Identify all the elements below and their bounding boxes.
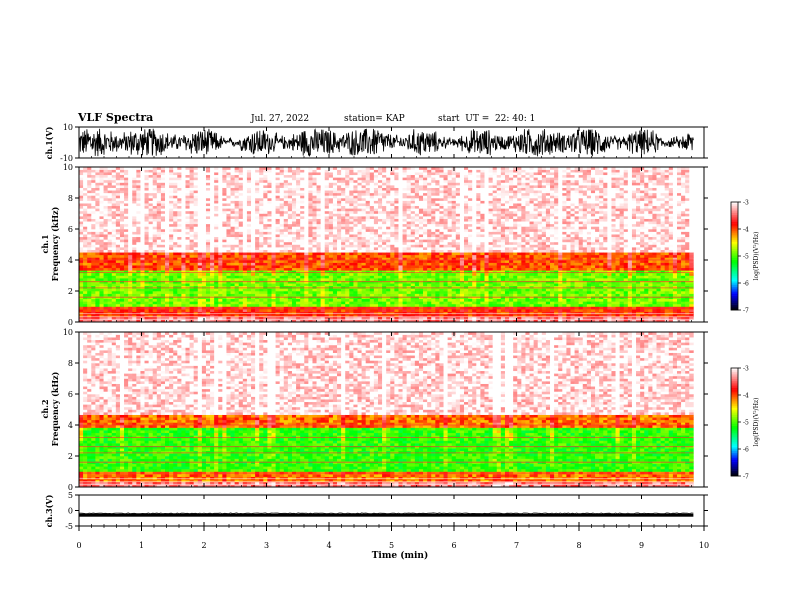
- time-tick-label: 9: [639, 541, 644, 550]
- colorbar-tick-label: -3: [743, 366, 749, 373]
- colorbar-tick-label: -4: [743, 227, 749, 234]
- waveform-line: [78, 128, 694, 157]
- ch1-waveform-ytick-label: -10: [60, 154, 73, 163]
- ch1-spectrogram-ylabel-ch: ch.1: [40, 234, 50, 253]
- ch1-waveform-ytick-label: 10: [63, 123, 73, 132]
- ch2-spectrogram-ytick-label: 0: [68, 483, 73, 492]
- ch1-spectrogram-ytick-label: 8: [68, 194, 73, 203]
- time-tick-label: 6: [451, 541, 456, 550]
- figure-station: station= KAP: [344, 114, 405, 124]
- colorbar-tick-label: -6: [743, 281, 749, 288]
- time-tick-label: 8: [576, 541, 581, 550]
- colorbar-tick-label: -7: [743, 308, 749, 315]
- ch1-spectrogram-ytick-label: 4: [68, 256, 73, 265]
- colorbar-label: log(PSD)(V²/Hz): [753, 232, 760, 281]
- time-tick-label: 5: [389, 541, 394, 550]
- ch1-waveform-panel: 10 -10 ch.1(V): [44, 123, 708, 163]
- colorbar-tick-label: -3: [743, 200, 749, 207]
- ch1-waveform-trace: [78, 128, 694, 157]
- ch1-spectrogram-image: [79, 167, 704, 323]
- ch3-waveform-trace: [79, 512, 694, 517]
- time-axis-label: Time (min): [372, 550, 429, 561]
- ch2-spectrogram-ytick-label: 4: [68, 421, 73, 430]
- time-tick-label: 1: [139, 541, 144, 550]
- ch1-waveform-ylabel: ch.1(V): [44, 126, 54, 159]
- ch2-spectrogram-ytick-label: 2: [68, 452, 73, 461]
- ch2-spectrogram-ytick-label: 6: [68, 390, 73, 399]
- ch1-spectrogram-panel: 0 2 4 6 8 10 ch.1 Frequency (kHz): [40, 163, 708, 327]
- colorbar-top: -3 -4 -5 -6 -7 log(PSD)(V²/Hz): [730, 200, 760, 315]
- ch2-spectrogram-panel: 0 2 4 6 8 10 ch.2 Frequency (kHz): [40, 328, 708, 492]
- time-tick-label: 2: [201, 541, 206, 550]
- time-tick-label: 7: [514, 541, 519, 550]
- time-axis: 0 1 2 3 4 5 6 7 8 9 10: [76, 127, 709, 550]
- ch2-spectrogram-ylabel-freq: Frequency (kHz): [50, 371, 60, 446]
- figure-start-time: start UT = 22: 40: 1: [438, 114, 536, 124]
- ch1-spectrogram-ytick-label: 6: [68, 225, 73, 234]
- colorbar-bottom: -3 -4 -5 -6 -7 log(PSD)(V²/Hz): [730, 366, 760, 481]
- ch3-waveform-ylabel: ch.3(V): [44, 494, 54, 527]
- colorbar-tick-label: -4: [743, 393, 749, 400]
- colorbar-tick-label: -6: [743, 447, 749, 454]
- ch3-waveform-ytick-label: -5: [65, 522, 73, 531]
- ch2-spectrogram-ytick-label: 8: [68, 359, 73, 368]
- colorbar-tick-label: -5: [743, 254, 749, 261]
- colorbar-label: log(PSD)(V²/Hz): [753, 398, 760, 447]
- figure-title: VLF Spectra: [78, 111, 154, 124]
- ch1-spectrogram-ytick-label: 2: [68, 287, 73, 296]
- ch1-spectrogram-ytick-label: 0: [68, 318, 73, 327]
- time-tick-label: 10: [699, 541, 709, 550]
- figure-date: Jul. 27, 2022: [251, 114, 310, 124]
- ch3-waveform-ytick-label: 0: [68, 507, 73, 516]
- colorbar-tick-label: -5: [743, 420, 749, 427]
- ch2-spectrogram-ytick-label: 10: [63, 328, 73, 337]
- ch3-waveform-band: [79, 513, 694, 517]
- ch2-spectrogram-ylabel-ch: ch.2: [40, 399, 50, 418]
- ch1-spectrogram-ylabel-freq: Frequency (kHz): [50, 206, 60, 281]
- time-tick-label: 0: [76, 541, 81, 550]
- ch3-waveform-panel: 5 0 -5 ch.3(V): [44, 491, 708, 531]
- time-tick-label: 4: [326, 541, 331, 550]
- colorbar-tick-label: -7: [743, 474, 749, 481]
- time-tick-label: 3: [264, 541, 269, 550]
- ch3-waveform-frame: [78, 494, 705, 527]
- ch3-waveform-ytick-label: 5: [68, 491, 73, 500]
- ch1-spectrogram-ytick-label: 10: [63, 163, 73, 172]
- ch2-spectrogram-image: [79, 332, 704, 488]
